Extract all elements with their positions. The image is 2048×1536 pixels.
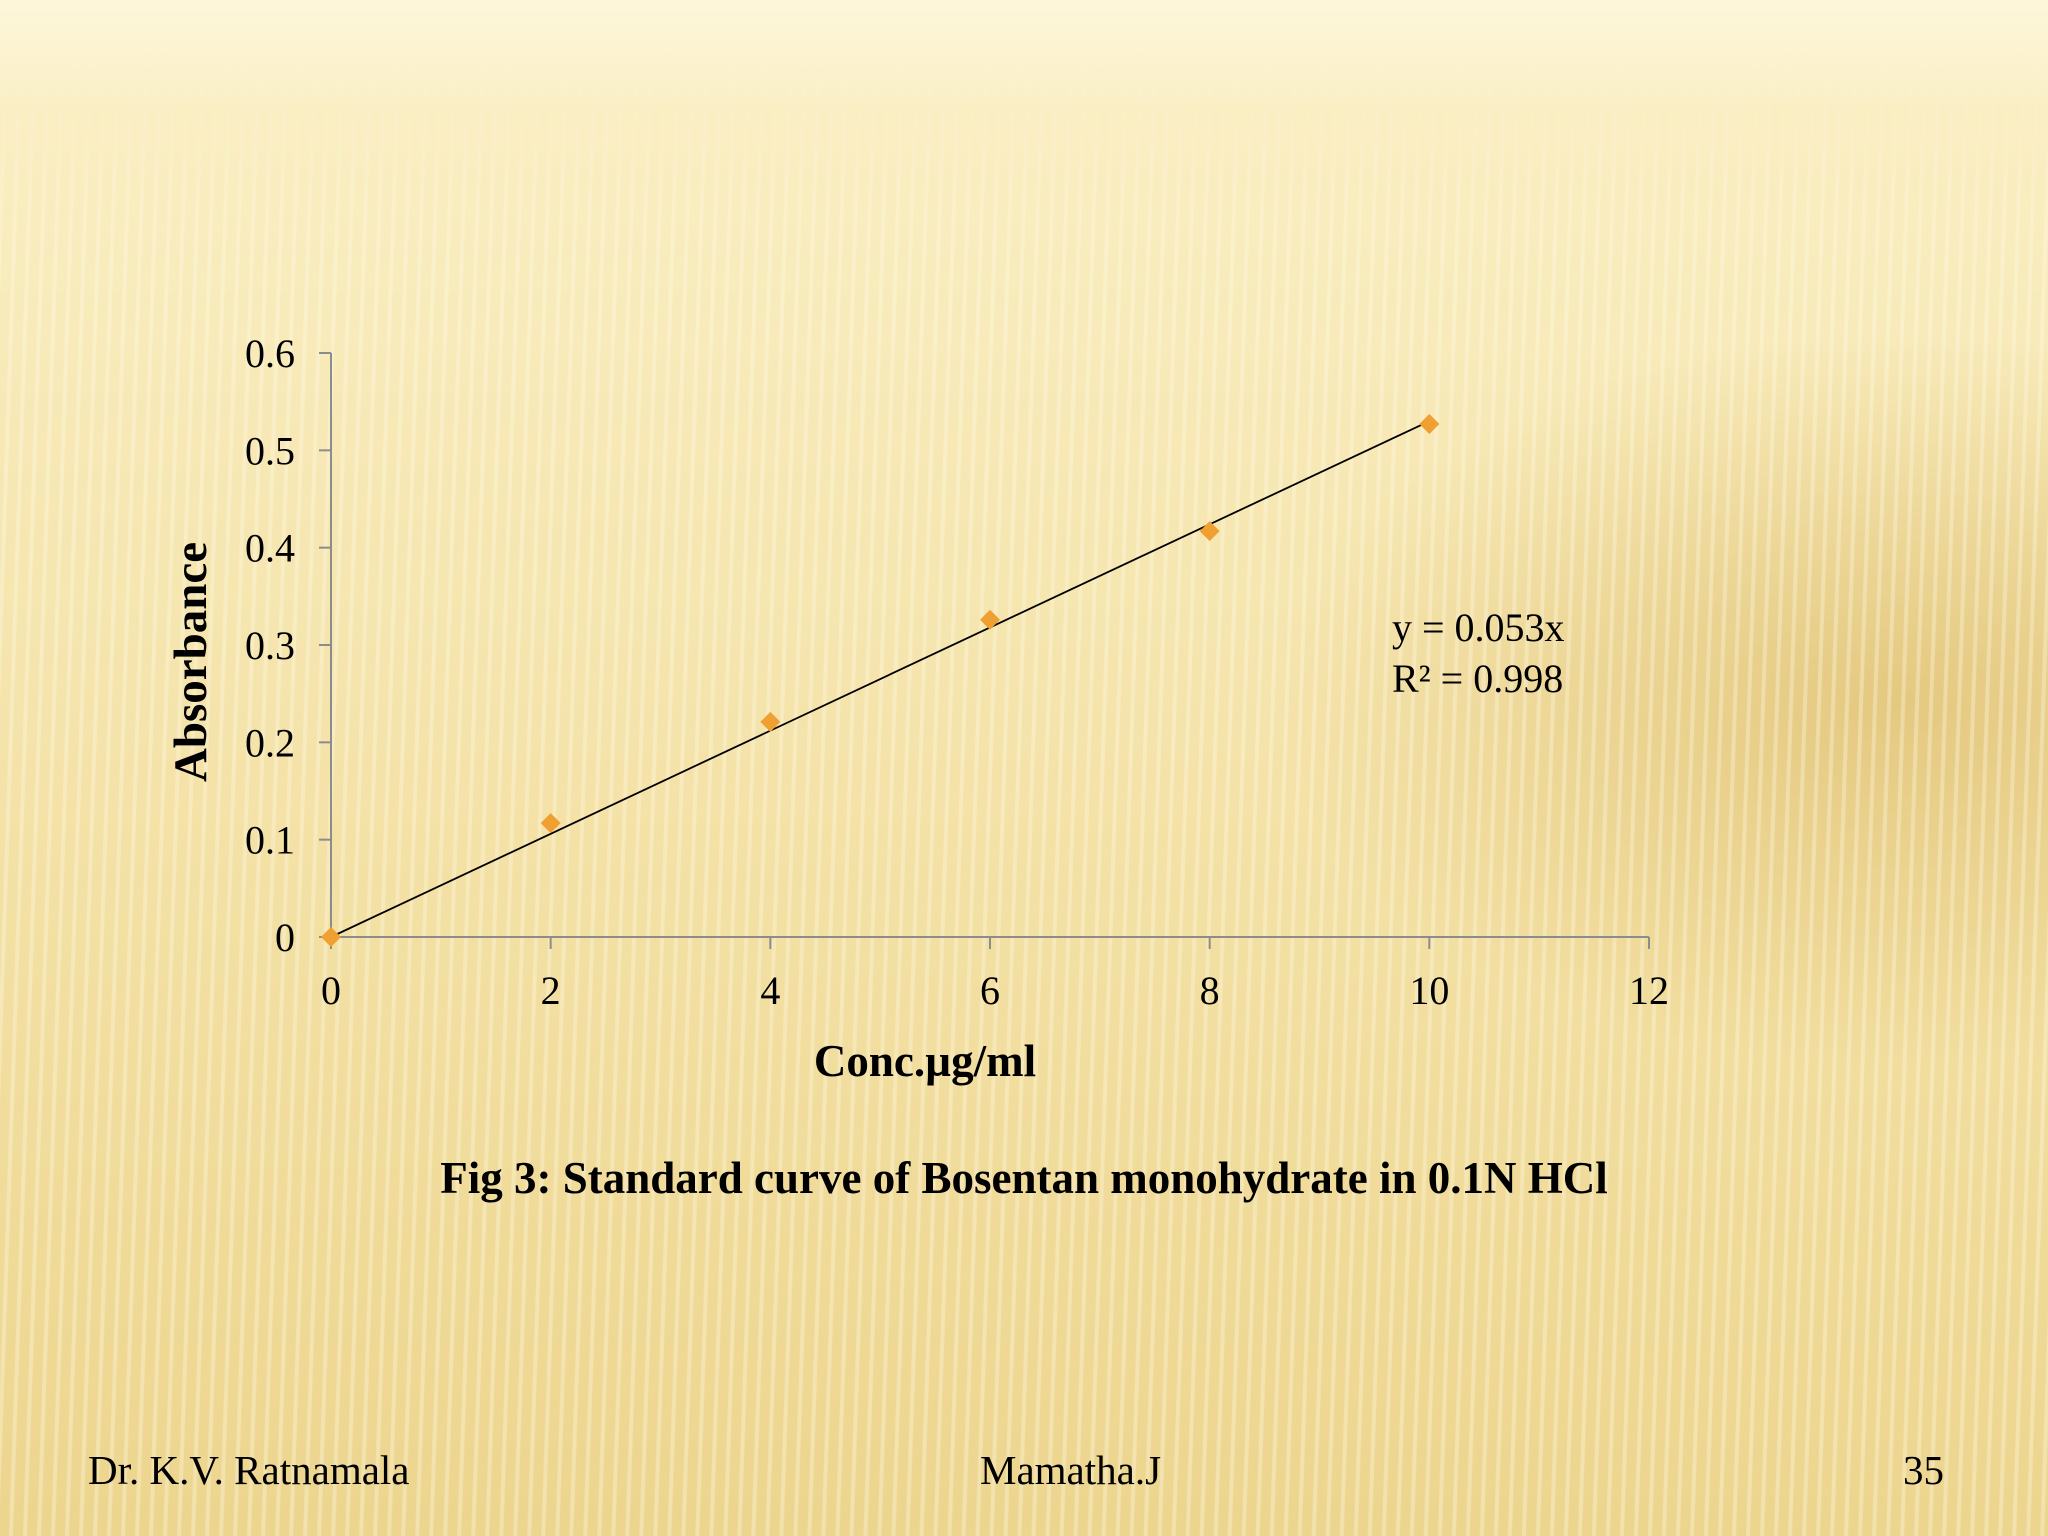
trendline-group bbox=[330, 420, 1430, 938]
data-point bbox=[760, 711, 781, 732]
y-tick-label: 0.4 bbox=[245, 526, 295, 571]
trendline-equation: y = 0.053x bbox=[1392, 605, 1565, 650]
y-axis-title: Absorbance bbox=[165, 542, 217, 782]
x-tick-label: 12 bbox=[1629, 968, 1669, 1013]
data-point bbox=[321, 927, 341, 947]
footer-author: Dr. K.V. Ratnamala bbox=[88, 1447, 410, 1493]
x-tick-label: 8 bbox=[1200, 968, 1220, 1013]
data-point bbox=[980, 609, 1000, 630]
y-tick-label: 0.2 bbox=[245, 720, 295, 765]
data-point bbox=[1199, 521, 1220, 542]
y-tick-label: 0.1 bbox=[245, 818, 295, 863]
data-point bbox=[540, 813, 561, 834]
footer-presenter: Mamatha.J bbox=[980, 1447, 1162, 1493]
y-tick-label: 0 bbox=[275, 915, 295, 960]
y-tick-label: 0.3 bbox=[245, 623, 295, 668]
x-tick-label: 2 bbox=[541, 968, 561, 1013]
x-tick-label: 6 bbox=[980, 968, 1000, 1013]
chart-axes: 0 0.1 0.2 0.3 0.4 0.5 0.6 0 2 4 6 8 10 12 bbox=[245, 331, 1669, 1013]
x-tick-label: 4 bbox=[760, 968, 780, 1013]
x-tick-label: 10 bbox=[1409, 968, 1449, 1013]
trendline bbox=[330, 420, 1430, 938]
page-number: 35 bbox=[1903, 1447, 1944, 1493]
trendline-r-squared: R² = 0.998 bbox=[1392, 656, 1563, 701]
x-tick-label: 0 bbox=[321, 968, 341, 1013]
y-tick-label: 0.5 bbox=[245, 428, 295, 473]
y-tick-label: 0.6 bbox=[245, 331, 295, 376]
data-points bbox=[321, 414, 1440, 947]
chart-labels: Absorbance Conc.µg/ml y = 0.053x R² = 0.… bbox=[165, 542, 1565, 1086]
data-point bbox=[1419, 414, 1440, 435]
figure-caption: Fig 3: Standard curve of Bosentan monohy… bbox=[440, 1153, 1608, 1203]
x-axis-title: Conc.µg/ml bbox=[814, 1036, 1036, 1086]
background-top-fade bbox=[0, 0, 2048, 110]
